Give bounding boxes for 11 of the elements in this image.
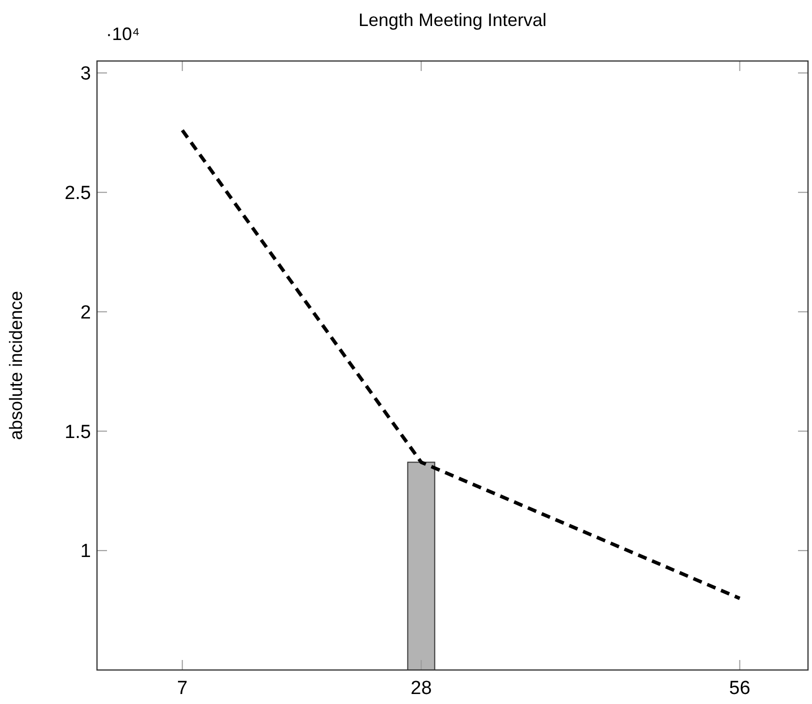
x-tick-label: 28: [410, 678, 432, 699]
text: ·10⁴: [106, 24, 140, 44]
y-tick-label: 3: [80, 64, 91, 85]
x-tick-label: 7: [177, 678, 188, 699]
y-tick-label: 2: [80, 302, 91, 324]
x-tick-label: 56: [729, 678, 750, 699]
y-axis-title: absolute incidence: [6, 290, 26, 440]
y-tick-label: 1.5: [64, 422, 91, 443]
y-tick-label: 2.5: [64, 183, 91, 204]
y-tick-label: 1: [80, 541, 91, 562]
chart-title: Length Meeting Interval: [358, 10, 547, 30]
